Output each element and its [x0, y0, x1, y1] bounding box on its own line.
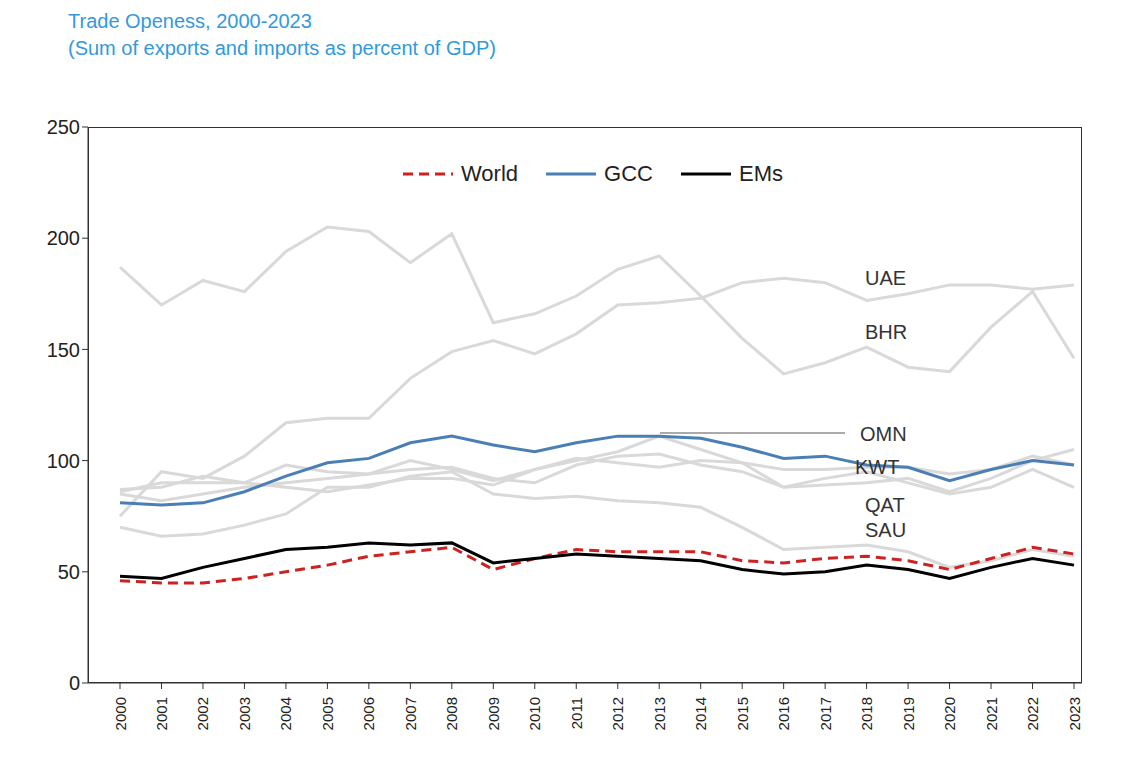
- svg-text:2004: 2004: [277, 697, 294, 730]
- svg-text:250: 250: [47, 116, 80, 138]
- svg-text:200: 200: [47, 227, 80, 249]
- html-text:(Sum of exports and imports as: (Sum of exports and imports as percent o…: [68, 37, 496, 59]
- html-text:UAE: UAE: [865, 267, 907, 289]
- svg-text:2019: 2019: [900, 697, 917, 730]
- svg-text:150: 150: [47, 339, 80, 361]
- html-text:OMN: OMN: [860, 423, 907, 445]
- svg-text:2021: 2021: [983, 697, 1000, 730]
- svg-text:2016: 2016: [775, 697, 792, 730]
- svg-text:2002: 2002: [194, 697, 211, 730]
- svg-text:2001: 2001: [153, 697, 170, 730]
- svg-text:2023: 2023: [1066, 697, 1083, 730]
- html-text:Trade Openess, 2000-2023: Trade Openess, 2000-2023: [68, 10, 312, 32]
- svg-text:2013: 2013: [651, 697, 668, 730]
- svg-text:2011: 2011: [568, 697, 585, 729]
- html-text:QAT: QAT: [865, 494, 905, 516]
- svg-text:2008: 2008: [443, 697, 460, 730]
- svg-text:2012: 2012: [609, 697, 626, 730]
- html-text:BHR: BHR: [865, 321, 908, 343]
- svg-text:2018: 2018: [858, 697, 875, 730]
- html-text:World: World: [461, 161, 519, 186]
- html-text:SAU: SAU: [865, 519, 907, 541]
- svg-text:2010: 2010: [526, 697, 543, 730]
- svg-text:2017: 2017: [817, 697, 834, 730]
- svg-text:0: 0: [69, 672, 80, 694]
- svg-text:2005: 2005: [319, 697, 336, 730]
- svg-text:100: 100: [47, 450, 80, 472]
- html-text:EMs: EMs: [739, 161, 783, 186]
- svg-text:2014: 2014: [692, 697, 709, 730]
- svg-text:2020: 2020: [941, 697, 958, 730]
- svg-text:2022: 2022: [1024, 697, 1041, 730]
- svg-text:2003: 2003: [236, 697, 253, 730]
- svg-text:2006: 2006: [360, 697, 377, 730]
- svg-text:2007: 2007: [402, 697, 419, 730]
- svg-text:2009: 2009: [485, 697, 502, 730]
- svg-text:2015: 2015: [734, 697, 751, 730]
- html-text:KWT: KWT: [855, 456, 900, 478]
- svg-text:50: 50: [58, 561, 80, 583]
- svg-text:2000: 2000: [112, 697, 129, 730]
- html-text:GCC: GCC: [604, 161, 653, 186]
